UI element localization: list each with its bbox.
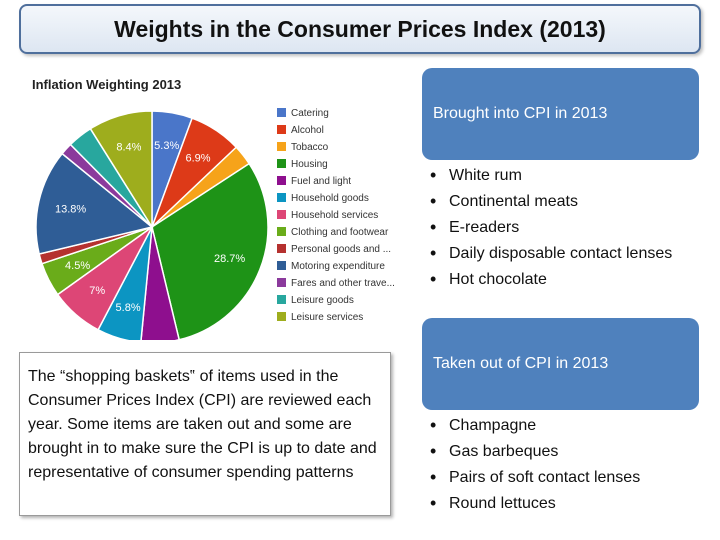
description-box: The “shopping baskets‟ of items used in … (19, 352, 391, 516)
list-item: Hot chocolate (430, 270, 699, 289)
legend-swatch (277, 278, 286, 287)
legend-swatch (277, 261, 286, 270)
slice-data-label: 8.4% (116, 142, 141, 154)
taken-out-heading: Taken out of CPI in 2013 (433, 355, 609, 372)
legend-swatch (277, 244, 286, 253)
list-item: Continental meats (430, 192, 699, 211)
list-item: Daily disposable contact lenses (430, 244, 699, 263)
legend-label: Fares and other trave... (291, 278, 395, 289)
taken-out-heading-card: Taken out of CPI in 2013 (422, 318, 699, 410)
slice-data-label: 13.8% (55, 203, 86, 215)
slice-data-label: 5.8% (116, 302, 141, 314)
pie-slice (151, 162, 269, 340)
slice-data-label: 4.5% (65, 260, 90, 272)
legend-label: Household services (291, 210, 378, 221)
pie-slice (35, 152, 154, 255)
legend-swatch (277, 312, 286, 321)
slice-data-label: 7% (89, 285, 105, 297)
legend-label: Leisure goods (291, 295, 354, 306)
legend-label: Motoring expenditure (291, 261, 385, 272)
legend-label: Clothing and footwear (291, 227, 389, 238)
chart-title: Inflation Weighting 2013 (32, 77, 181, 92)
pie-slice (89, 110, 153, 230)
slide-title: Weights in the Consumer Prices Index (20… (114, 15, 606, 42)
title-box: Weights in the Consumer Prices Index (20… (19, 4, 701, 54)
description-text: The “shopping baskets‟ of items used in … (28, 368, 377, 481)
slice-data-label: 6.9% (185, 152, 210, 164)
legend-label: Personal goods and ... (291, 244, 391, 255)
slice-data-label: 28.7% (214, 253, 245, 265)
list-item: Round lettuces (430, 494, 699, 513)
legend-swatch (277, 227, 286, 236)
legend-label: Fuel and light (291, 176, 351, 187)
legend-swatch (277, 193, 286, 202)
pie-chart: Inflation Weighting 2013 5.3% 6.9% 28.7% 5.… (32, 77, 395, 340)
legend-label: Tobacco (291, 142, 329, 153)
legend-label: Household goods (291, 193, 369, 204)
brought-in-heading-card: Brought into CPI in 2013 (422, 68, 699, 160)
legend-swatch (277, 142, 286, 151)
taken-out-list-panel: Champagne Gas barbeques Pairs of soft co… (422, 410, 699, 520)
list-item: Gas barbeques (430, 442, 699, 461)
legend-label: Leisure services (291, 312, 363, 323)
legend-label: Catering (291, 108, 329, 119)
brought-in-list-panel: White rum Continental meats E-readers Da… (422, 160, 699, 318)
list-item: Champagne (430, 416, 699, 435)
pie-slice (140, 226, 181, 340)
list-item: White rum (430, 166, 699, 185)
legend-label: Housing (291, 159, 328, 170)
slice-data-label: 5.3% (154, 140, 179, 152)
legend-label: Alcohol (291, 125, 324, 136)
taken-out-list: Champagne Gas barbeques Pairs of soft co… (422, 416, 699, 513)
legend-swatch (277, 108, 286, 117)
legend-swatch (277, 176, 286, 185)
brought-in-heading: Brought into CPI in 2013 (433, 105, 608, 122)
legend-swatch (277, 125, 286, 134)
list-item: E-readers (430, 218, 699, 237)
list-item: Pairs of soft contact lenses (430, 468, 699, 487)
legend-swatch (277, 159, 286, 168)
brought-in-list: White rum Continental meats E-readers Da… (422, 166, 699, 289)
legend-swatch (277, 295, 286, 304)
legend-swatch (277, 210, 286, 219)
